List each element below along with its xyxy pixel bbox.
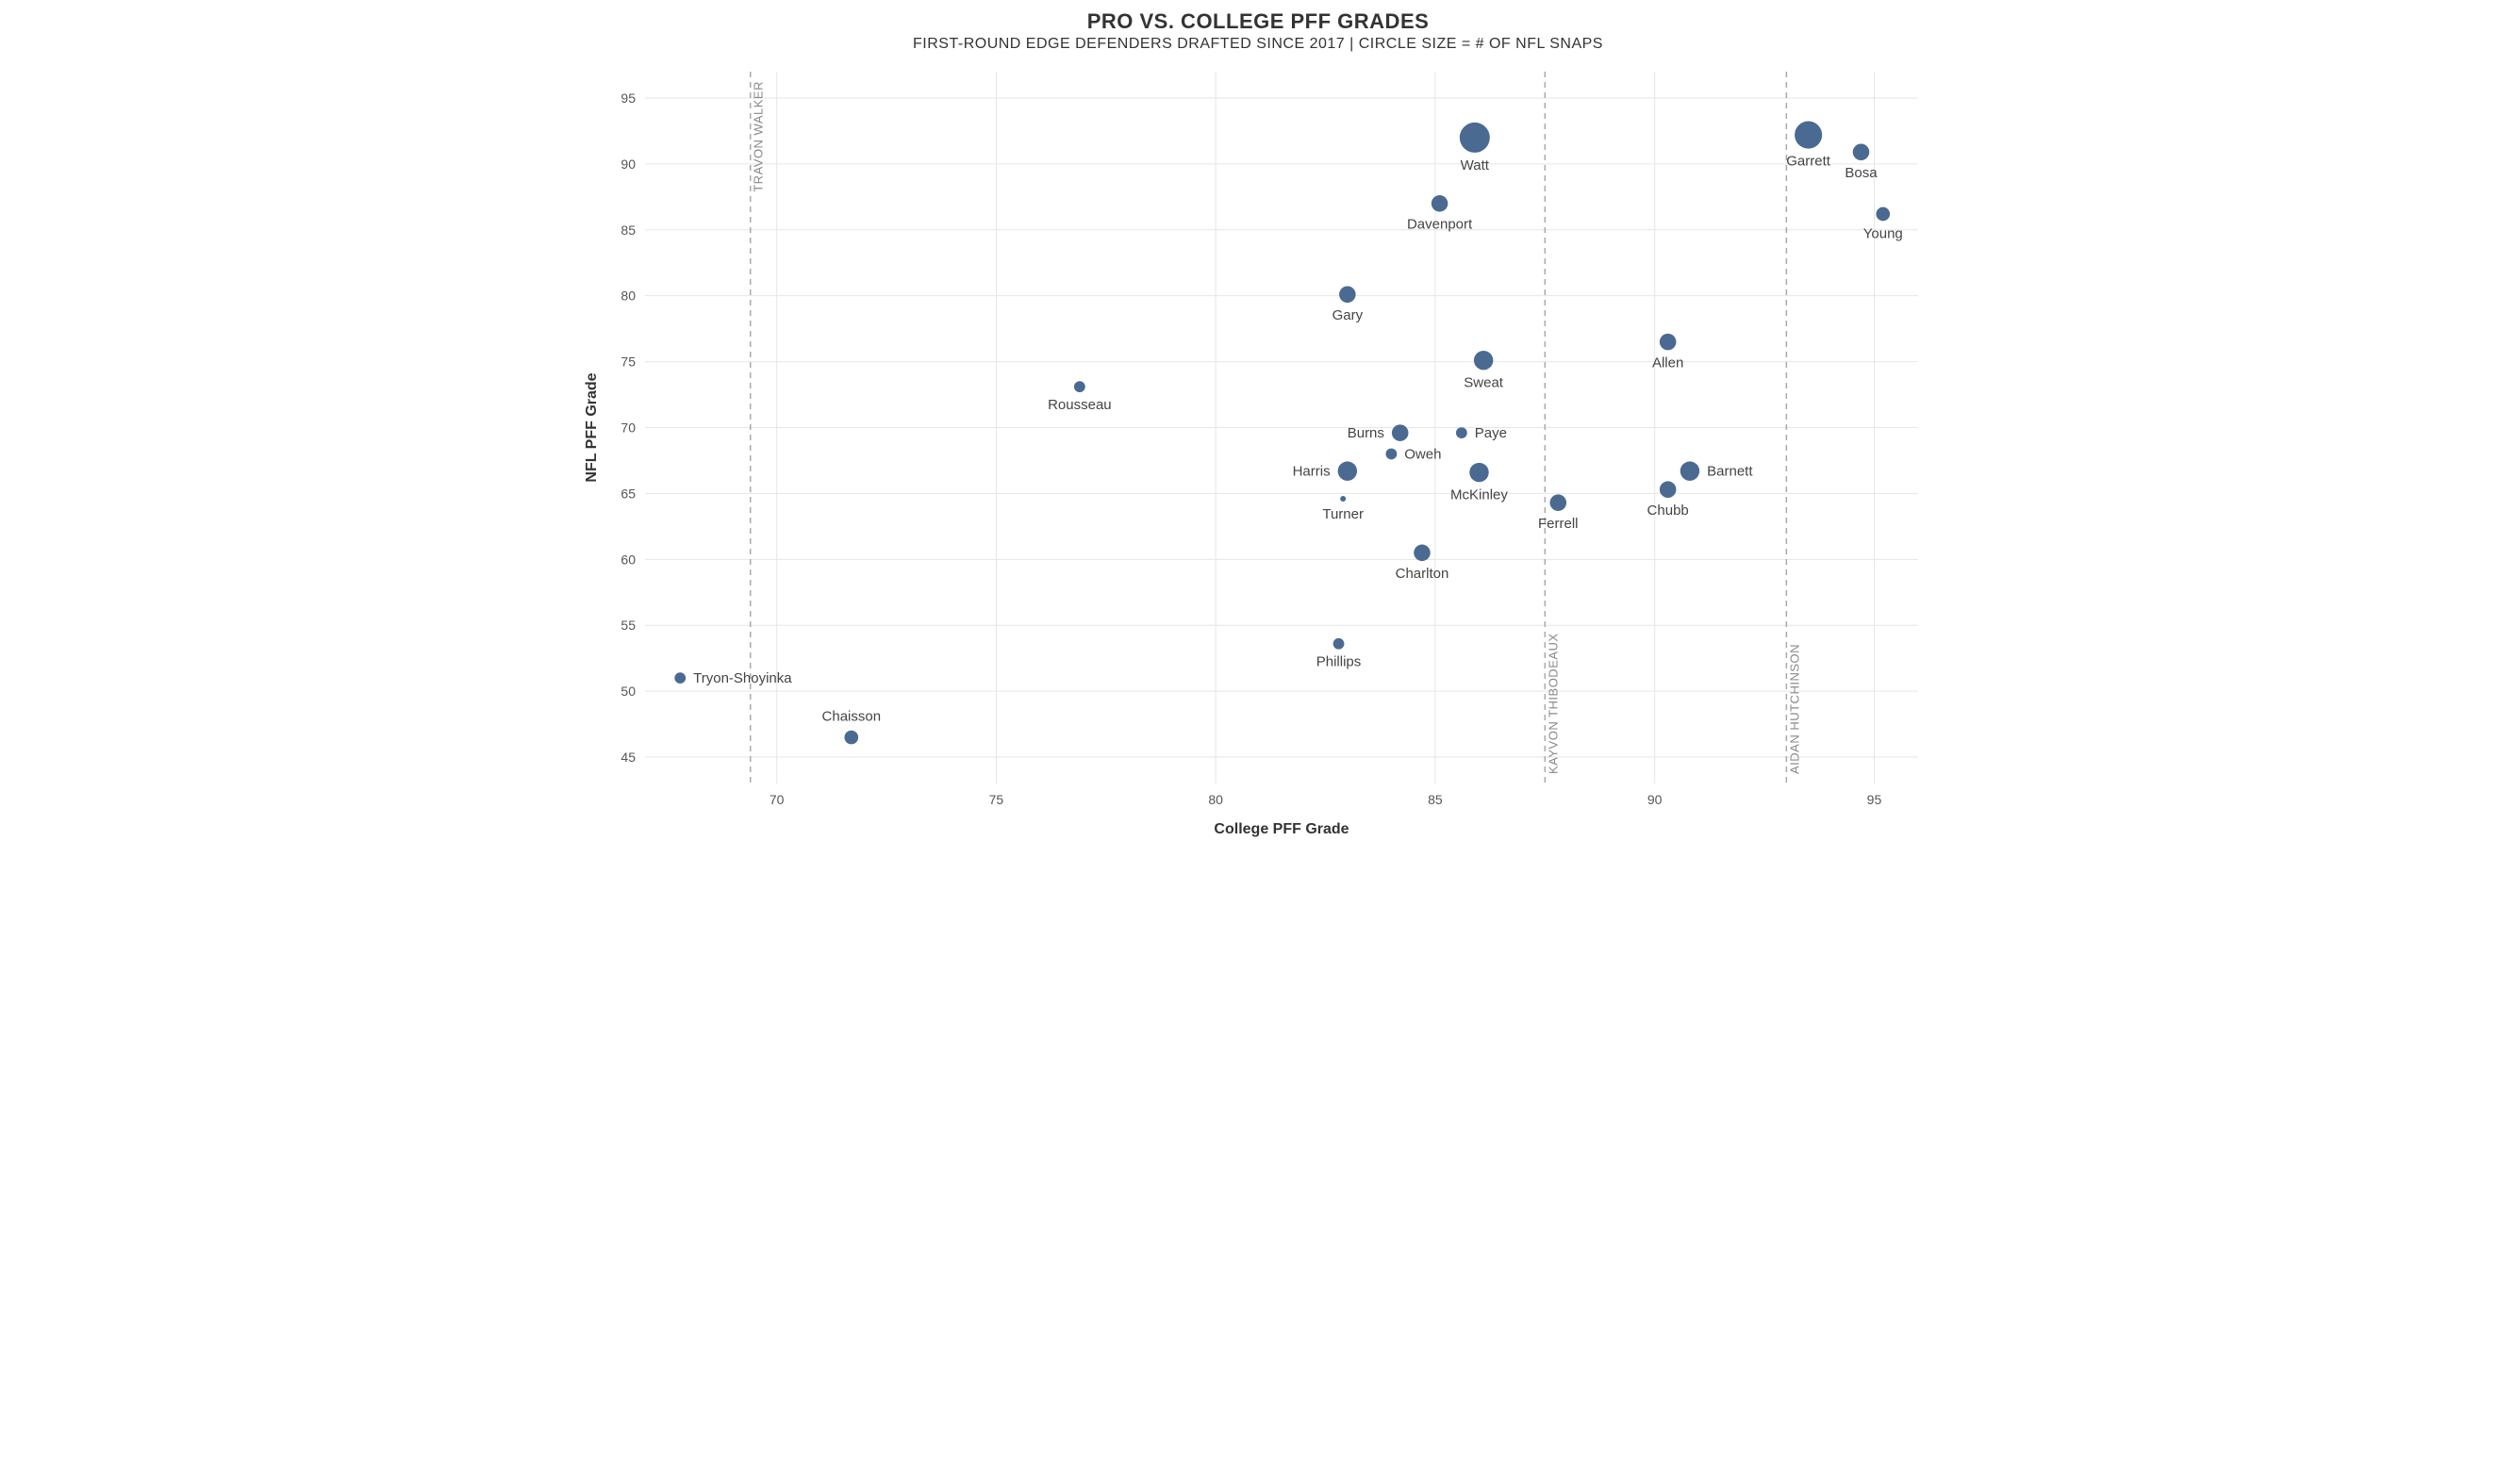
scatter-plot: 45 50 55 60 65 70 75 80 85 90 95 70 75 80 85 90 95 TRAVON… [579, 53, 1937, 845]
data-point-label: Barnett [1707, 464, 1753, 480]
data-point-label: Chubb [1647, 503, 1689, 519]
data-point-label: Rousseau [1048, 397, 1112, 413]
data-point-label: Sweat [1464, 374, 1504, 390]
data-point [1660, 481, 1677, 498]
y-tick-label: 60 [621, 552, 636, 567]
data-point [1385, 449, 1397, 460]
x-tick-label: 75 [989, 792, 1004, 807]
data-point [1549, 494, 1566, 511]
y-axis-label: NFL PFF Grade [584, 372, 600, 482]
reference-line-label: KAYVON THIBODEAUX [1546, 633, 1560, 774]
reference-line-label: AIDAN HUTCHINSON [1787, 644, 1801, 774]
data-point [1460, 123, 1490, 153]
data-point [1660, 334, 1677, 351]
data-point [1680, 461, 1699, 480]
data-point-label: Davenport [1407, 217, 1473, 233]
chart-title: PRO VS. COLLEGE PFF GRADES [579, 9, 1937, 34]
y-tick-label: 95 [621, 91, 636, 106]
data-point [1074, 381, 1085, 392]
y-tick-label: 75 [621, 355, 636, 370]
data-point [1876, 207, 1890, 222]
y-tick-label: 80 [621, 289, 636, 304]
data-point [1333, 638, 1345, 650]
data-point [1469, 463, 1488, 482]
data-point [1432, 195, 1448, 212]
data-point-label: Watt [1461, 157, 1490, 173]
data-point-label: Paye [1475, 425, 1507, 441]
x-tick-label: 85 [1428, 792, 1443, 807]
data-point [844, 731, 858, 745]
data-point-label: Bosa [1845, 165, 1878, 181]
data-point-label: Garrett [1786, 154, 1831, 170]
data-point-label: McKinley [1450, 486, 1508, 503]
data-point-label: Harris [1293, 464, 1331, 480]
data-point-label: Phillips [1316, 654, 1362, 670]
data-point [1340, 496, 1346, 502]
data-point [1339, 287, 1356, 304]
x-tick-label: 70 [770, 792, 785, 807]
data-point-label: Ferrell [1538, 516, 1579, 532]
chart-container: PRO VS. COLLEGE PFF GRADES FIRST-ROUND E… [560, 0, 1956, 864]
data-point [1392, 424, 1409, 441]
x-tick-label: 95 [1867, 792, 1882, 807]
y-tick-label: 85 [621, 223, 636, 238]
data-point-label: Young [1863, 225, 1903, 241]
reference-line-label: TRAVON WALKER [752, 81, 766, 192]
data-point-label: Allen [1652, 355, 1683, 371]
x-tick-label: 80 [1208, 792, 1223, 807]
y-tick-label: 45 [621, 750, 636, 765]
data-point-label: Oweh [1404, 446, 1441, 462]
data-point-label: Tryon-Shoyinka [693, 670, 792, 686]
y-tick-label: 55 [621, 618, 636, 633]
data-point-label: Gary [1332, 307, 1364, 323]
data-point [674, 672, 686, 684]
data-point-label: Turner [1322, 506, 1364, 522]
data-point [1414, 545, 1431, 562]
data-point [1474, 351, 1493, 370]
y-tick-label: 70 [621, 420, 636, 436]
x-tick-label: 90 [1647, 792, 1663, 807]
data-point-label: Burns [1348, 425, 1384, 441]
data-point [1795, 122, 1822, 149]
y-tick-label: 90 [621, 157, 636, 172]
data-point [1853, 144, 1870, 161]
x-axis-label: College PFF Grade [1214, 821, 1349, 837]
chart-subtitle: FIRST-ROUND EDGE DEFENDERS DRAFTED SINCE… [579, 36, 1937, 53]
data-point-label: Chaisson [822, 709, 882, 725]
data-point [1338, 461, 1357, 480]
y-tick-label: 65 [621, 486, 636, 501]
y-tick-label: 50 [621, 684, 636, 699]
data-point-label: Charlton [1396, 566, 1449, 582]
data-point [1456, 427, 1467, 438]
